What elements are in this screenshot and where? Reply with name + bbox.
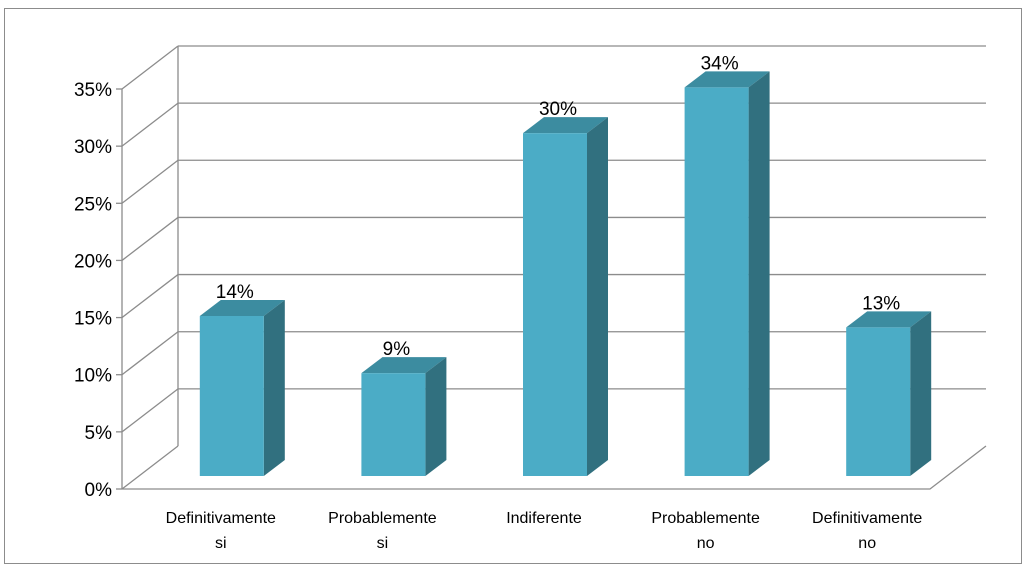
x-category-label: no <box>858 535 876 552</box>
x-category-label: no <box>697 535 715 552</box>
y-tick-label: 20% <box>74 251 112 272</box>
side-wall-gridline <box>121 388 179 433</box>
x-category-label: si <box>377 535 389 552</box>
x-category-label: Probablemente <box>651 510 760 527</box>
side-wall-gridline <box>121 445 179 490</box>
data-label: 9% <box>383 339 411 360</box>
y-tick-label: 5% <box>85 423 113 444</box>
bar-top <box>684 71 770 88</box>
x-category-label: Indiferente <box>506 510 582 527</box>
bar-side <box>748 71 770 476</box>
data-label: 13% <box>862 293 900 314</box>
y-tick-label: 0% <box>85 480 113 501</box>
bar-top <box>361 357 447 374</box>
data-label: 30% <box>539 99 577 120</box>
x-category-label: Definitivamente <box>166 510 276 527</box>
bar-side <box>587 117 608 477</box>
y-tick-label: 35% <box>74 80 112 101</box>
y-tick-label: 25% <box>74 194 112 215</box>
bar-side <box>425 357 447 476</box>
bar-top <box>523 117 608 134</box>
bars <box>199 71 932 477</box>
side-wall-gridline <box>121 45 179 90</box>
side-wall-gridline <box>121 102 179 147</box>
floor-edge <box>122 445 987 490</box>
side-wall-gridline <box>121 331 179 376</box>
bar-side <box>263 300 285 476</box>
x-category-label: Definitivamente <box>812 510 922 527</box>
side-wall-gridline <box>121 274 179 319</box>
data-label: 34% <box>701 53 739 74</box>
x-category-label: si <box>215 535 227 552</box>
bar-top <box>199 300 285 316</box>
bar <box>523 133 587 476</box>
labels: 0% 5% 10% 15% 20% 25% 30% 35% 14% Definitivamente… <box>74 53 922 552</box>
bar <box>199 316 264 476</box>
y-tick-label: 10% <box>74 366 112 387</box>
x-category-label: Probablemente <box>328 510 437 527</box>
y-tick-label: 30% <box>74 137 112 158</box>
bar <box>361 373 426 476</box>
bar-top <box>846 311 932 328</box>
side-wall-gridline <box>121 159 179 204</box>
bar-side <box>910 311 932 476</box>
y-tick-label: 15% <box>74 309 112 330</box>
bar <box>684 87 749 476</box>
side-wall-gridline <box>121 216 179 261</box>
bar <box>846 327 911 476</box>
data-label: 14% <box>216 282 254 303</box>
